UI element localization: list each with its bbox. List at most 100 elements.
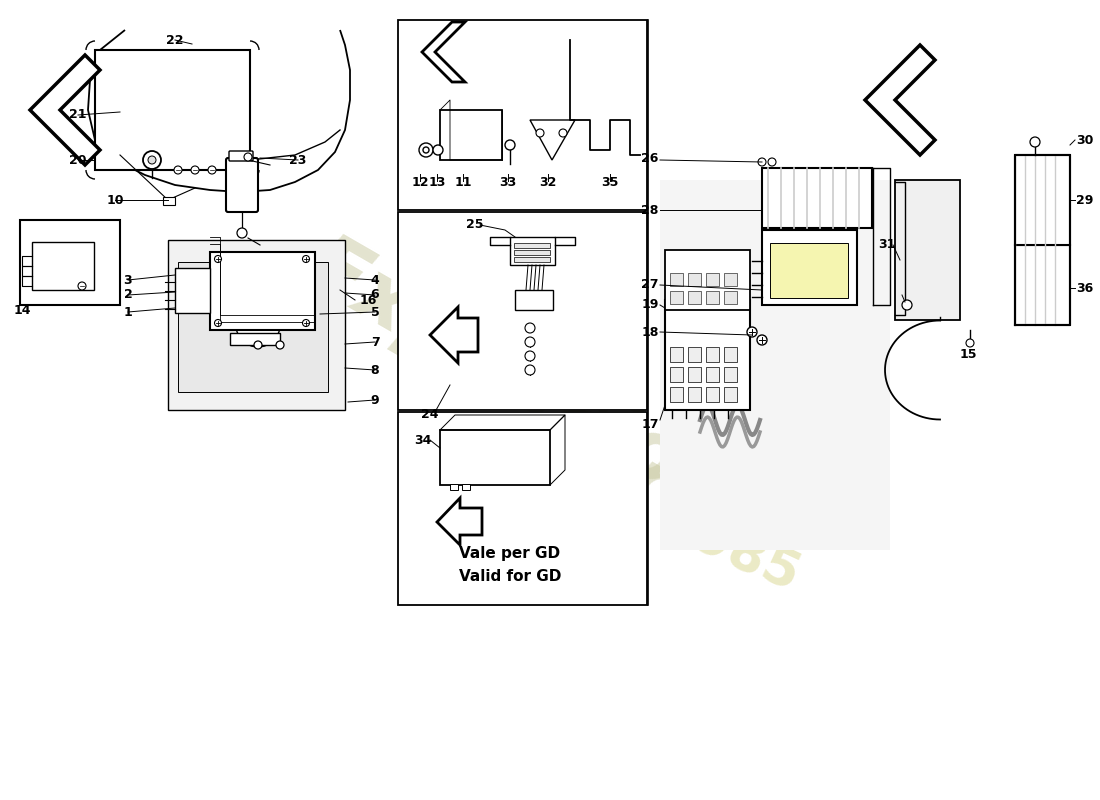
Bar xyxy=(163,197,175,205)
Text: 7: 7 xyxy=(371,335,380,349)
Circle shape xyxy=(236,303,280,347)
Circle shape xyxy=(758,158,766,166)
FancyBboxPatch shape xyxy=(706,387,719,402)
Text: 16: 16 xyxy=(360,294,376,306)
Text: 5: 5 xyxy=(371,306,380,318)
FancyBboxPatch shape xyxy=(688,387,701,402)
FancyBboxPatch shape xyxy=(895,180,960,320)
FancyBboxPatch shape xyxy=(706,367,719,382)
Text: 12: 12 xyxy=(411,177,429,190)
Text: 26: 26 xyxy=(641,151,659,165)
Text: 30: 30 xyxy=(1076,134,1093,146)
Text: 21: 21 xyxy=(69,109,87,122)
Text: 17: 17 xyxy=(641,418,659,431)
FancyBboxPatch shape xyxy=(20,220,120,305)
Text: 33: 33 xyxy=(499,177,517,190)
Circle shape xyxy=(902,300,912,310)
Text: 27: 27 xyxy=(641,278,659,291)
Circle shape xyxy=(525,337,535,347)
Text: 10: 10 xyxy=(107,194,123,206)
FancyBboxPatch shape xyxy=(688,273,701,286)
Text: 19: 19 xyxy=(641,298,659,311)
Circle shape xyxy=(78,282,86,290)
FancyBboxPatch shape xyxy=(210,252,315,330)
FancyBboxPatch shape xyxy=(666,250,750,310)
Circle shape xyxy=(525,323,535,333)
Text: 36: 36 xyxy=(1077,282,1093,294)
Text: 3: 3 xyxy=(123,274,132,286)
Text: 24: 24 xyxy=(421,409,439,422)
FancyBboxPatch shape xyxy=(670,291,683,304)
Circle shape xyxy=(559,129,566,137)
Text: Vale per GD
Valid for GD: Vale per GD Valid for GD xyxy=(459,546,561,584)
Text: 20: 20 xyxy=(69,154,87,166)
Text: 8: 8 xyxy=(371,363,380,377)
FancyBboxPatch shape xyxy=(515,290,553,310)
Circle shape xyxy=(424,147,429,153)
Text: 1: 1 xyxy=(123,306,132,318)
Text: 32: 32 xyxy=(539,177,557,190)
Polygon shape xyxy=(437,498,482,545)
FancyBboxPatch shape xyxy=(398,412,647,605)
Text: 9: 9 xyxy=(371,394,380,406)
Circle shape xyxy=(433,145,443,155)
Circle shape xyxy=(419,143,433,157)
Text: 6: 6 xyxy=(371,289,380,302)
Polygon shape xyxy=(660,180,890,550)
Circle shape xyxy=(143,151,161,169)
Circle shape xyxy=(768,158,776,166)
Circle shape xyxy=(244,153,252,161)
Circle shape xyxy=(254,341,262,349)
FancyBboxPatch shape xyxy=(450,484,458,490)
Circle shape xyxy=(214,255,221,262)
FancyBboxPatch shape xyxy=(229,151,253,161)
Circle shape xyxy=(191,166,199,174)
Circle shape xyxy=(757,335,767,345)
Text: 13: 13 xyxy=(428,177,446,190)
FancyBboxPatch shape xyxy=(514,243,550,248)
Text: 14: 14 xyxy=(13,303,31,317)
FancyBboxPatch shape xyxy=(230,333,280,345)
Text: 35: 35 xyxy=(602,177,618,190)
Text: 1985: 1985 xyxy=(652,495,807,605)
Polygon shape xyxy=(168,240,345,410)
Text: 23: 23 xyxy=(289,154,307,166)
FancyBboxPatch shape xyxy=(670,387,683,402)
FancyBboxPatch shape xyxy=(706,291,719,304)
Circle shape xyxy=(1030,137,1040,147)
FancyBboxPatch shape xyxy=(398,212,647,410)
FancyBboxPatch shape xyxy=(510,237,556,265)
Circle shape xyxy=(174,166,182,174)
FancyBboxPatch shape xyxy=(724,347,737,362)
FancyBboxPatch shape xyxy=(770,243,848,298)
FancyBboxPatch shape xyxy=(398,20,647,210)
Text: 22: 22 xyxy=(166,34,184,46)
Circle shape xyxy=(208,166,216,174)
FancyBboxPatch shape xyxy=(514,250,550,255)
Text: 25: 25 xyxy=(466,218,484,231)
Polygon shape xyxy=(530,120,575,160)
Circle shape xyxy=(276,341,284,349)
FancyBboxPatch shape xyxy=(95,50,250,170)
FancyBboxPatch shape xyxy=(670,273,683,286)
FancyBboxPatch shape xyxy=(1015,245,1070,325)
Circle shape xyxy=(148,156,156,164)
FancyBboxPatch shape xyxy=(670,347,683,362)
Circle shape xyxy=(966,339,974,347)
FancyBboxPatch shape xyxy=(175,268,210,313)
FancyBboxPatch shape xyxy=(666,300,750,410)
FancyBboxPatch shape xyxy=(178,262,328,392)
FancyBboxPatch shape xyxy=(724,367,737,382)
Text: 28: 28 xyxy=(641,203,659,217)
FancyBboxPatch shape xyxy=(440,110,502,160)
FancyBboxPatch shape xyxy=(688,347,701,362)
Circle shape xyxy=(747,327,757,337)
FancyBboxPatch shape xyxy=(462,484,470,490)
FancyBboxPatch shape xyxy=(32,242,94,290)
FancyBboxPatch shape xyxy=(706,273,719,286)
FancyBboxPatch shape xyxy=(688,367,701,382)
Polygon shape xyxy=(430,307,478,363)
Circle shape xyxy=(214,319,221,326)
Text: Parts: Parts xyxy=(526,392,755,568)
Text: 4: 4 xyxy=(371,274,380,286)
